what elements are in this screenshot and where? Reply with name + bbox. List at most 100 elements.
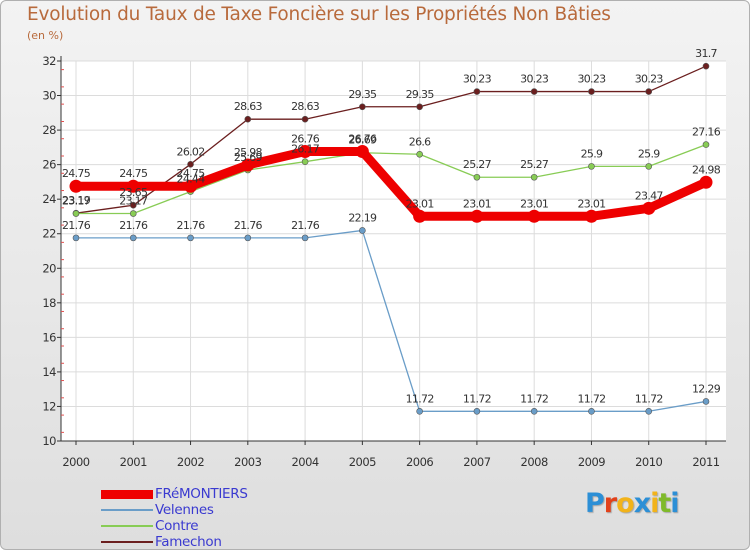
data-point [470, 209, 484, 223]
plot-area [61, 61, 726, 441]
data-point [416, 150, 423, 158]
data-label: 21.76 [62, 219, 91, 232]
data-point [588, 88, 595, 95]
series-line-famechon [75, 65, 707, 214]
y-tick-label: 22 [42, 227, 56, 241]
proxiti-logo: Proxiti [585, 488, 680, 519]
data-label: 23.19 [62, 194, 91, 207]
data-label: 25.69 [234, 151, 263, 164]
data-point [645, 163, 653, 170]
data-label: 29.35 [348, 88, 377, 101]
y-tick-label: 26 [42, 158, 56, 172]
data-label: 23.01 [463, 197, 491, 210]
legend-swatch [101, 509, 153, 511]
legend-swatch [101, 525, 153, 527]
data-point [530, 88, 538, 95]
data-label: 23.17 [62, 195, 91, 208]
data-label: 24.75 [177, 167, 206, 180]
legend-swatch [101, 541, 153, 543]
data-point [187, 160, 194, 168]
data-label: 23.01 [406, 197, 434, 210]
data-point [584, 209, 598, 223]
data-point [72, 234, 80, 242]
data-point [129, 201, 137, 209]
data-label: 24.75 [119, 167, 148, 180]
data-point [642, 201, 656, 215]
data-point [69, 179, 83, 193]
data-point [184, 179, 198, 193]
data-label: 30.23 [635, 73, 664, 86]
x-tick-label: 2001 [120, 455, 147, 469]
x-tick-label: 2008 [521, 455, 548, 469]
data-point [473, 407, 481, 415]
data-label: 25.98 [234, 146, 263, 159]
x-tick-label: 2005 [349, 455, 376, 469]
data-label: 28.63 [234, 100, 263, 113]
y-tick-label: 10 [42, 434, 56, 448]
data-point [416, 407, 423, 415]
data-label: 21.76 [177, 219, 206, 232]
data-label: 21.76 [291, 219, 320, 232]
x-tick-label: 2009 [578, 455, 605, 469]
data-point [530, 173, 538, 181]
data-label: 25.27 [463, 158, 492, 171]
x-tick-label: 2004 [291, 455, 318, 469]
data-label: 26.69 [348, 134, 377, 147]
legend-label: Famechon [155, 534, 222, 550]
data-point [129, 234, 137, 242]
data-label: 24.44 [177, 173, 206, 186]
data-label: 30.23 [577, 73, 606, 86]
legend-label: FRéMONTIERS [155, 486, 248, 502]
data-label: 27.16 [692, 126, 721, 139]
x-tick-label: 2002 [177, 455, 204, 469]
data-point [588, 163, 595, 170]
y-tick-label: 18 [42, 296, 56, 310]
data-point [301, 158, 309, 165]
data-point [244, 234, 252, 242]
data-point [244, 115, 252, 123]
data-label: 11.72 [463, 392, 491, 405]
x-tick-label: 2007 [463, 455, 490, 469]
data-label: 29.35 [406, 88, 435, 101]
series-line-velennes [75, 229, 707, 412]
data-label: 31.7 [695, 47, 717, 60]
series-line-contre [75, 143, 707, 215]
logo-letter: r [603, 488, 617, 519]
legend-item-famechon: Famechon [101, 534, 222, 550]
x-tick-label: 2003 [234, 455, 261, 469]
data-point [702, 398, 710, 405]
data-point [530, 407, 538, 415]
data-label: 23.47 [635, 189, 664, 202]
y-tick-label: 24 [42, 192, 56, 206]
data-label: 25.27 [520, 158, 549, 171]
data-point [702, 141, 710, 148]
y-tick-label: 32 [42, 54, 56, 68]
data-point [241, 158, 255, 172]
chart-title: Evolution du Taux de Taxe Foncière sur l… [27, 4, 611, 25]
y-tick-label: 14 [42, 365, 56, 379]
series-line-frémontiers [71, 147, 711, 221]
data-point [359, 103, 366, 111]
data-label: 11.72 [520, 392, 548, 405]
data-label: 26.02 [177, 145, 205, 158]
y-tick-label: 28 [42, 123, 56, 137]
data-label: 26.17 [291, 143, 320, 156]
logo-letter: x [633, 488, 651, 519]
data-label: 24.98 [692, 163, 721, 176]
data-point [413, 209, 427, 223]
legend-item-velennes: Velennes [101, 502, 214, 518]
data-label: 23.17 [119, 195, 148, 208]
data-label: 11.72 [577, 392, 605, 405]
data-label: 26.76 [348, 133, 377, 146]
data-point [473, 88, 481, 95]
data-point [298, 145, 312, 159]
data-label: 11.72 [635, 392, 663, 405]
data-point [702, 62, 710, 70]
data-label: 23.65 [119, 186, 148, 199]
y-tick-label: 16 [42, 330, 56, 344]
x-tick-label: 2011 [692, 455, 719, 469]
y-axis-unit: (en %) [27, 29, 64, 42]
data-label: 26.6 [409, 135, 431, 148]
data-point [588, 407, 595, 415]
